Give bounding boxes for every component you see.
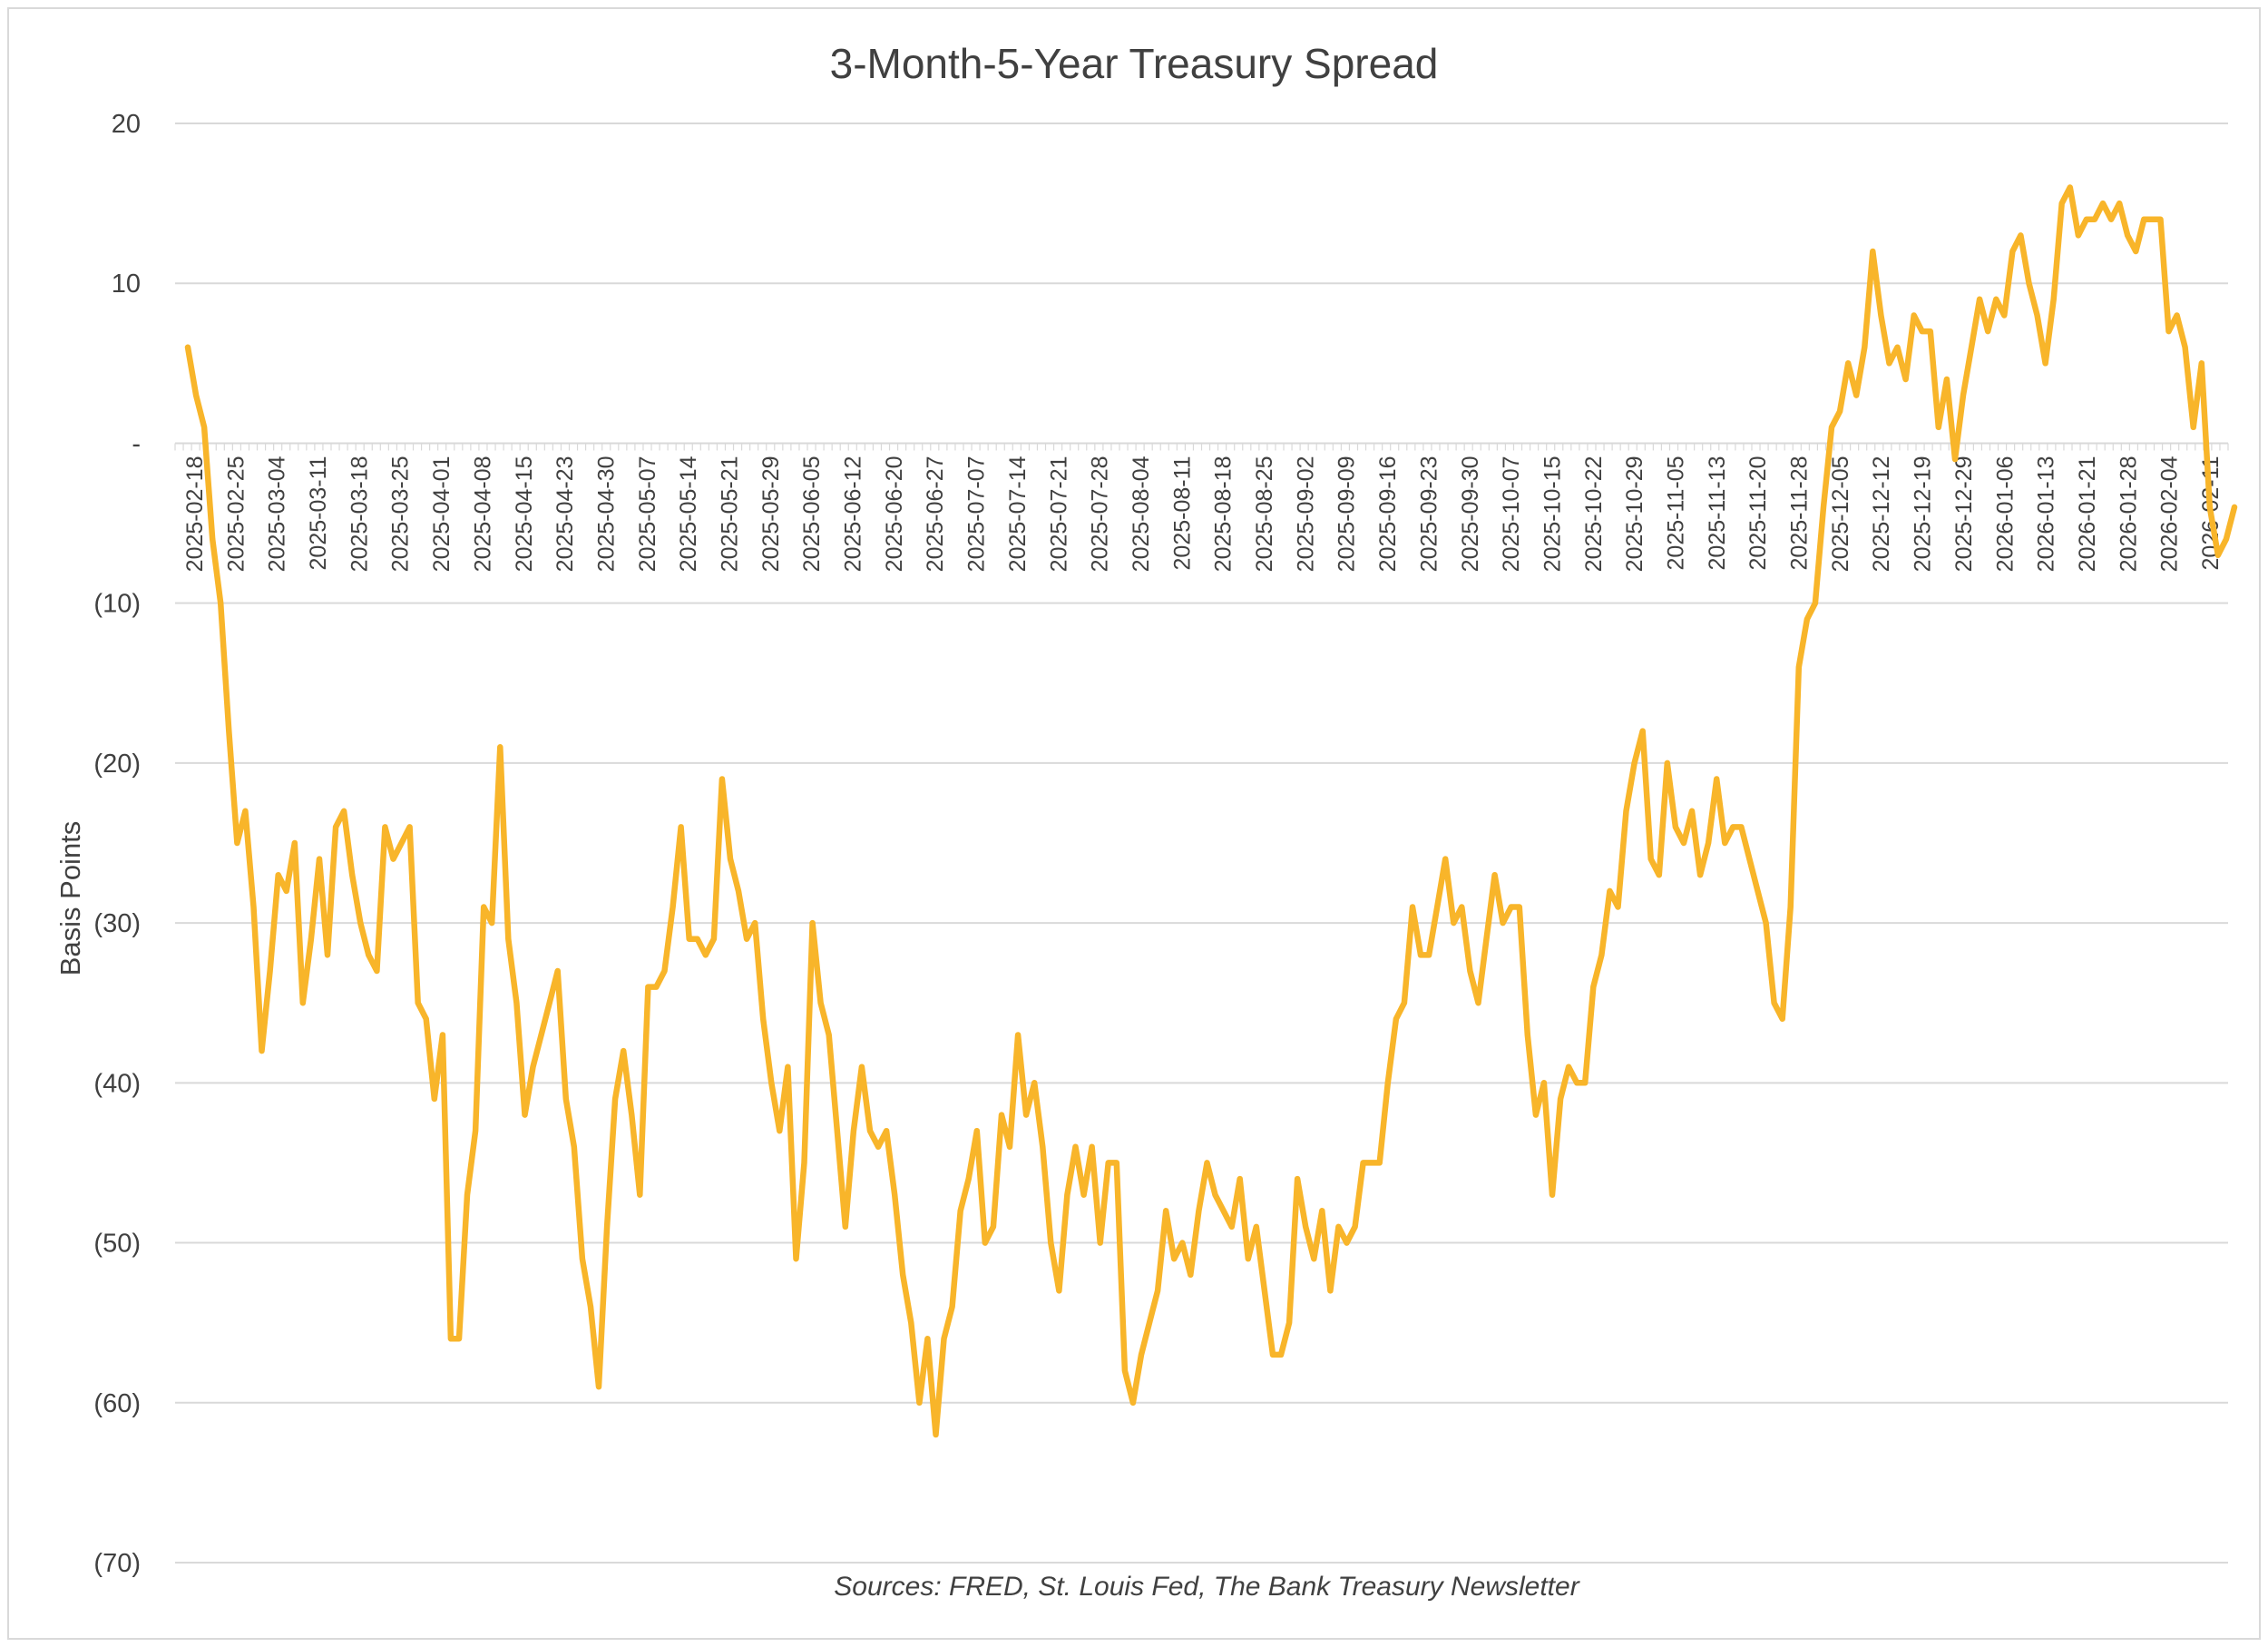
x-axis: 2025-02-18 2025-02-25 2025-03-04 2025-03-11… [174,442,2229,572]
y-tick-label: (30) [93,909,141,938]
y-tick-label: (10) [93,590,141,619]
x-tick-label: 2025-05-29 [758,456,784,572]
x-tick-label: 2025-07-28 [1088,456,1113,572]
series-layer [184,184,2238,1438]
y-tick-label: (50) [93,1230,141,1259]
x-tick-label: 2025-03-18 [347,456,372,572]
chart-frame: 3-Month-5-Year Treasury Spread 20 10 - (10)… [7,7,2261,1640]
y-tick-label: - [132,429,141,458]
x-tick-label: 2025-04-23 [552,456,578,572]
x-tick-label: 2025-10-15 [1540,456,1565,572]
x-tick-label: 2025-05-21 [718,456,743,572]
x-tick-label: 2025-03-25 [388,456,414,572]
x-tick-label: 2025-05-14 [676,456,701,572]
x-tick-label: 2025-08-11 [1169,456,1195,570]
x-tick-label: 2026-01-06 [1992,456,2018,572]
x-tick-label: 2025-12-12 [1869,456,1894,572]
x-tick-label: 2025-08-25 [1252,456,1277,572]
x-tick-label: 2025-02-18 [182,456,208,572]
chart-title: 3-Month-5-Year Treasury Spread [830,40,1439,87]
series-line-spread [184,184,2238,1438]
x-tick-label: 2025-06-27 [923,456,948,572]
x-tick-label: 2025-06-20 [882,456,907,572]
x-tick-label: 2026-01-21 [2075,456,2100,572]
x-tick-label: 2025-07-14 [1005,456,1031,572]
x-tick-label: 2025-09-02 [1293,456,1318,572]
x-tick-label: 2025-11-20 [1745,456,1771,570]
x-tick-label: 2025-10-22 [1581,456,1607,572]
y-axis-ticks: 20 10 - (10) (20) (30) (40) (50) (60) (70) [93,110,141,1578]
y-tick-label: 20 [112,110,141,139]
y-tick-label: 10 [112,270,141,299]
x-tick-label: 2025-12-19 [1911,456,1936,572]
x-tick-label: 2025-04-15 [512,456,537,572]
x-tick-label: 2025-03-04 [265,456,290,572]
x-tick-label: 2025-09-09 [1334,456,1360,572]
x-tick-label: 2025-08-18 [1211,456,1237,572]
x-tick-label: 2025-04-30 [593,456,619,572]
x-tick-label: 2026-01-28 [2116,456,2141,572]
x-tick-label: 2025-09-30 [1458,456,1483,572]
gridlines [175,123,2228,1564]
x-tick-label: 2025-07-07 [964,456,990,572]
x-tick-label: 2025-04-01 [429,456,455,572]
y-axis-label: Basis Points [54,821,86,976]
x-tick-label: 2026-02-04 [2157,456,2183,572]
x-tick-label: 2025-10-29 [1622,456,1647,572]
x-tick-label: 2025-10-07 [1499,456,1524,572]
x-tick-label: 2025-06-12 [841,456,866,572]
x-tick-label: 2025-12-29 [1951,456,1977,572]
y-tick-label: (20) [93,750,141,779]
x-tick-label: 2025-11-13 [1705,456,1730,570]
x-tick-label: 2025-11-05 [1663,456,1688,570]
x-tick-label: 2025-05-07 [635,456,660,572]
x-tick-label: 2025-07-21 [1046,456,1071,572]
chart-svg: 3-Month-5-Year Treasury Spread 20 10 - (10)… [54,40,2238,1602]
y-tick-label: (70) [93,1549,141,1578]
x-tick-label: 2025-09-23 [1416,456,1442,572]
x-tick-label: 2025-08-04 [1129,456,1154,572]
x-tick-label: 2025-09-16 [1375,456,1401,572]
x-tick-label: 2025-03-11 [306,456,331,570]
y-tick-label: (60) [93,1389,141,1418]
x-tick-label: 2025-12-05 [1828,456,1853,572]
y-tick-label: (40) [93,1069,141,1098]
x-tick-label: 2025-11-28 [1787,456,1813,570]
x-tick-label: 2025-04-08 [470,456,495,572]
source-note: Sources: FRED, St. Louis Fed, The Bank T… [834,1572,1579,1602]
x-tick-label: 2025-02-25 [223,456,249,572]
x-tick-label: 2026-01-13 [2034,456,2059,572]
x-tick-label: 2025-06-05 [799,456,825,572]
